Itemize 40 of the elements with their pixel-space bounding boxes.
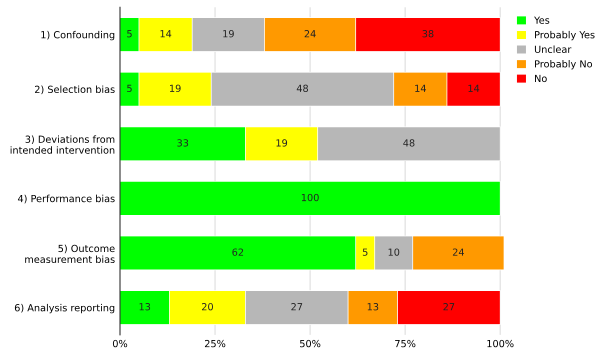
legend-label: Probably No	[535, 60, 592, 70]
data-label: 38	[422, 30, 434, 38]
data-label: 5	[127, 30, 132, 38]
data-label: 19	[170, 84, 181, 92]
data-label: 27	[443, 303, 454, 310]
x-tick-label: 50%	[300, 340, 320, 348]
bar	[120, 181, 501, 216]
data-label: 20	[202, 303, 213, 310]
data-label: 5	[127, 84, 132, 92]
data-label: 24	[304, 30, 316, 38]
y-tick-label: 3) Deviations from intended intervention	[10, 135, 114, 154]
data-label: 48	[296, 84, 308, 92]
data-label: 13	[368, 303, 378, 310]
legend-label: Yes	[534, 16, 550, 24]
data-label: 14	[468, 84, 480, 92]
x-tick-label: 25%	[204, 340, 226, 348]
data-label: 62	[232, 248, 244, 256]
y-tick-label: 6) Analysis reporting	[14, 304, 114, 314]
data-label: 24	[452, 248, 464, 256]
data-label: 19	[276, 139, 288, 147]
data-label: 48	[403, 139, 414, 147]
data-label: 19	[223, 30, 234, 38]
y-tick-label: 1) Confounding	[41, 30, 114, 40]
x-tick-label: 100%	[487, 340, 514, 348]
data-label: 14	[415, 84, 426, 92]
legend-label: Probably Yes	[535, 30, 595, 40]
data-label: 14	[160, 30, 172, 38]
data-label: 5	[362, 248, 368, 256]
legend-label: No	[535, 74, 547, 82]
x-tick-label: 0%	[112, 340, 128, 348]
legend-label: Unclear	[534, 45, 572, 53]
data-label: 33	[177, 139, 188, 147]
data-label: 27	[291, 303, 302, 310]
y-tick-label: 2) Selection bias	[34, 85, 115, 94]
data-label: 10	[388, 248, 400, 256]
x-tick-label: 75%	[395, 340, 416, 348]
data-label: 13	[140, 303, 150, 310]
data-label: 100	[302, 194, 319, 202]
y-tick-label: 5) Outcome measurement bias	[25, 244, 115, 263]
y-tick-label: 4) Performance bias	[18, 194, 115, 204]
